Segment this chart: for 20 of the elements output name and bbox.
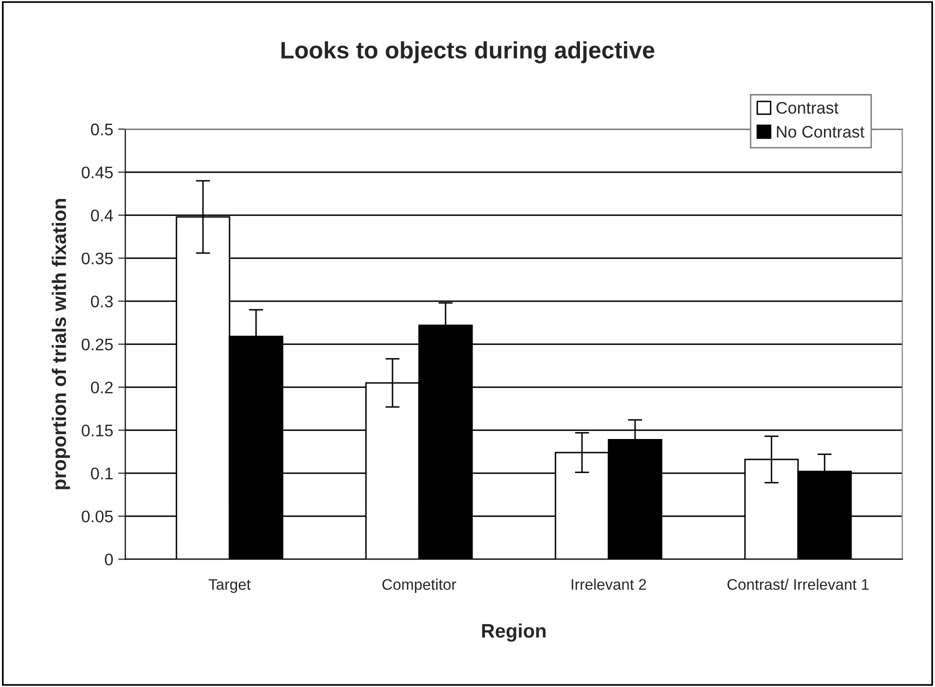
y-axis-title: proportion of trials with fixation [52, 199, 70, 490]
legend-label: Contrast [776, 102, 838, 114]
y-tick-label: 0.1 [90, 468, 113, 480]
x-tick-label: Irrelevant 2 [572, 578, 646, 590]
y-tick-label: 0.15 [82, 424, 113, 436]
y-tick-label: 0.2 [90, 382, 113, 394]
x-tick-label: Competitor [382, 578, 456, 593]
chart-title: Looks to objects during adjective [281, 41, 654, 64]
y-tick-label: 0.5 [90, 124, 113, 136]
y-tick-label: 0.3 [90, 296, 113, 308]
y-tick-label: 0.25 [82, 338, 113, 350]
x-tick-label: Target [208, 579, 251, 593]
y-tick-label: 0.05 [82, 510, 113, 522]
y-tick-label: 0 [104, 554, 113, 566]
x-tick-label: Contrast/ Irrelevant 1 [728, 578, 869, 590]
y-tick-label: 0.4 [90, 210, 113, 222]
y-tick-label: 0.35 [82, 252, 113, 264]
y-tick-label: 0.45 [82, 166, 113, 178]
legend-label: No Contrast [776, 126, 864, 138]
x-axis-title: Region [482, 623, 546, 642]
